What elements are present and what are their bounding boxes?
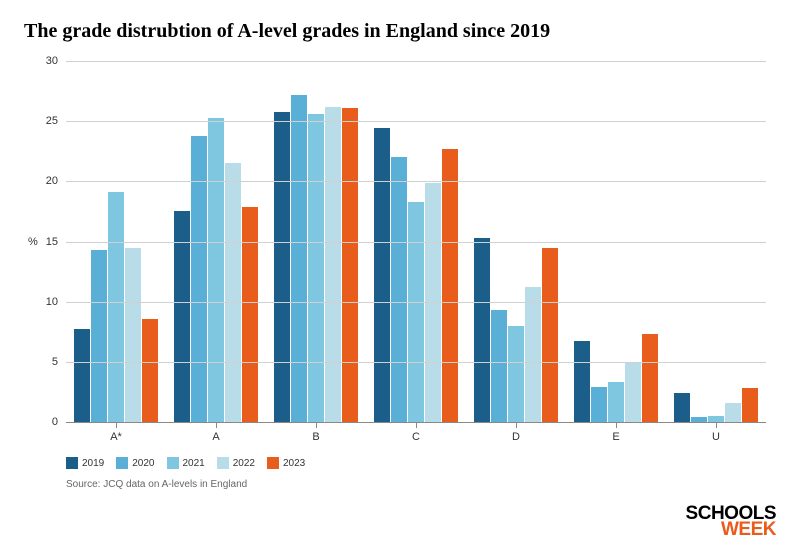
y-tick-label: 15	[46, 236, 66, 248]
bar	[308, 114, 324, 422]
y-tick-label: 0	[52, 416, 66, 428]
bar	[125, 248, 141, 422]
legend-label: 2019	[82, 458, 104, 469]
bar	[625, 362, 641, 422]
bar	[325, 107, 341, 422]
bar	[474, 238, 490, 422]
bar	[242, 207, 258, 422]
bar	[142, 319, 158, 422]
bar	[74, 329, 90, 422]
gridline	[66, 302, 766, 303]
chart-area: % 051015202530 A*ABCDEU	[66, 61, 766, 451]
plot-region: % 051015202530	[66, 61, 766, 423]
legend-label: 2022	[233, 458, 255, 469]
bar	[608, 382, 624, 422]
legend-swatch	[167, 457, 179, 469]
legend-label: 2023	[283, 458, 305, 469]
bar	[725, 403, 741, 422]
y-tick-label: 25	[46, 115, 66, 127]
bar	[691, 417, 707, 422]
x-tick	[316, 423, 317, 428]
bar	[274, 112, 290, 422]
y-tick-label: 10	[46, 296, 66, 308]
legend-swatch	[217, 457, 229, 469]
x-tick	[216, 423, 217, 428]
bar	[674, 393, 690, 422]
bar	[591, 387, 607, 422]
bar	[342, 108, 358, 422]
legend-item: 2022	[217, 457, 255, 469]
bar	[291, 95, 307, 422]
legend: 2019 2020 2021 2022 2023	[66, 457, 776, 469]
bar	[525, 287, 541, 422]
gridline	[66, 121, 766, 122]
gridline	[66, 61, 766, 62]
bar	[742, 388, 758, 422]
bar	[708, 416, 724, 422]
legend-swatch	[267, 457, 279, 469]
bar	[491, 310, 507, 422]
gridline	[66, 242, 766, 243]
bar	[574, 341, 590, 422]
gridline	[66, 181, 766, 182]
brand-logo: SCHOOLS WEEK	[686, 506, 776, 538]
logo-line2: WEEK	[686, 522, 776, 538]
y-tick-label: 20	[46, 175, 66, 187]
bar	[408, 202, 424, 422]
bar	[225, 163, 241, 422]
legend-label: 2021	[183, 458, 205, 469]
legend-item: 2023	[267, 457, 305, 469]
bar	[91, 250, 107, 422]
y-tick-label: 5	[52, 356, 66, 368]
gridline	[66, 362, 766, 363]
bar	[642, 334, 658, 422]
bar	[374, 128, 390, 422]
bar	[542, 248, 558, 422]
x-tick	[416, 423, 417, 428]
y-axis-label: %	[28, 236, 38, 248]
source-text: Source: JCQ data on A-levels in England	[66, 479, 776, 490]
legend-item: 2021	[167, 457, 205, 469]
legend-label: 2020	[132, 458, 154, 469]
bar	[391, 157, 407, 422]
y-tick-label: 30	[46, 55, 66, 67]
bar	[174, 211, 190, 422]
chart-title: The grade distrubtion of A-level grades …	[24, 20, 776, 43]
x-tick	[616, 423, 617, 428]
bar	[508, 326, 524, 422]
legend-item: 2019	[66, 457, 104, 469]
bar	[108, 192, 124, 422]
bar	[191, 136, 207, 422]
x-axis-labels: A*ABCDEU	[66, 423, 766, 451]
legend-swatch	[66, 457, 78, 469]
legend-item: 2020	[116, 457, 154, 469]
x-tick	[716, 423, 717, 428]
legend-swatch	[116, 457, 128, 469]
bar	[208, 118, 224, 422]
bar	[442, 149, 458, 422]
x-tick	[516, 423, 517, 428]
x-tick	[116, 423, 117, 428]
